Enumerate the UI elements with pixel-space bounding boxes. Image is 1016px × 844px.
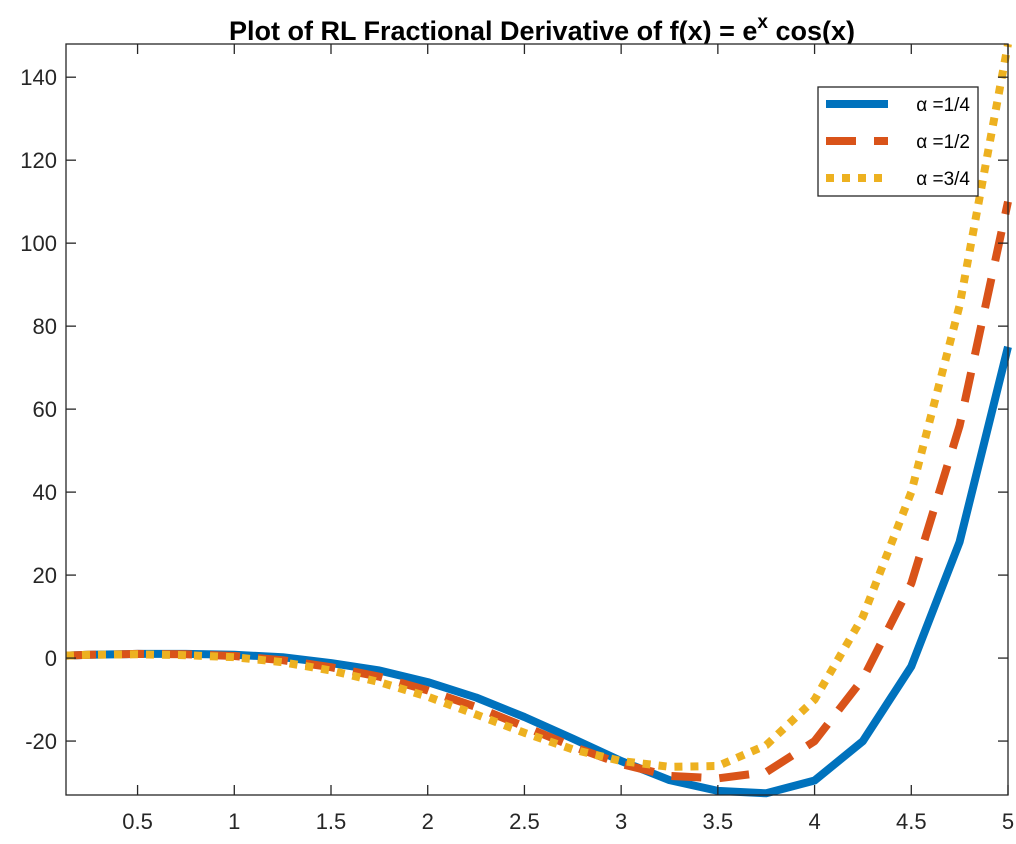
series-layer: [65, 43, 1012, 798]
chart-title-suffix: cos(x): [768, 16, 855, 46]
series-line-1: [65, 345, 1012, 798]
series-line-3: [65, 43, 1012, 771]
y-tick-label: 100: [20, 231, 57, 256]
y-tick-label: 80: [33, 314, 57, 339]
x-tick-label: 5: [1002, 809, 1014, 834]
y-tick-label: 120: [20, 148, 57, 173]
chart-title: Plot of RL Fractional Derivative of f(x)…: [229, 12, 855, 46]
legend: α =1/4 α =1/2 α =3/4: [817, 86, 979, 197]
x-axis: 0.5 1 1.5 2 2.5 3 3.5 4 4.5 5: [122, 44, 1014, 834]
x-tick-label: 3.5: [703, 809, 734, 834]
chart-title-superscript: x: [757, 12, 768, 33]
y-tick-label: 0: [45, 646, 57, 671]
legend-label-3: α =3/4: [916, 169, 970, 190]
x-tick-label: 4: [808, 809, 820, 834]
y-tick-label: 140: [20, 65, 57, 90]
x-tick-label: 0.5: [122, 809, 153, 834]
x-tick-label: 1.5: [316, 809, 347, 834]
legend-label-1: α =1/4: [916, 95, 970, 116]
series-line-2: [65, 200, 1012, 783]
x-tick-label: 2.5: [509, 809, 540, 834]
x-tick-label: 3: [615, 809, 627, 834]
axes-box: [65, 43, 1009, 796]
x-tick-label: 4.5: [896, 809, 927, 834]
legend-label-2: α =1/2: [916, 132, 970, 153]
x-tick-label: 2: [422, 809, 434, 834]
x-tick-label: 1: [228, 809, 240, 834]
chart-title-main: Plot of RL Fractional Derivative of f(x)…: [229, 16, 757, 46]
y-tick-label: 20: [33, 563, 57, 588]
y-tick-label: 60: [33, 397, 57, 422]
y-tick-label: -20: [25, 729, 57, 754]
y-axis: -20 0 20 40 60 80 100 120 140: [20, 65, 1008, 754]
y-tick-label: 40: [33, 480, 57, 505]
